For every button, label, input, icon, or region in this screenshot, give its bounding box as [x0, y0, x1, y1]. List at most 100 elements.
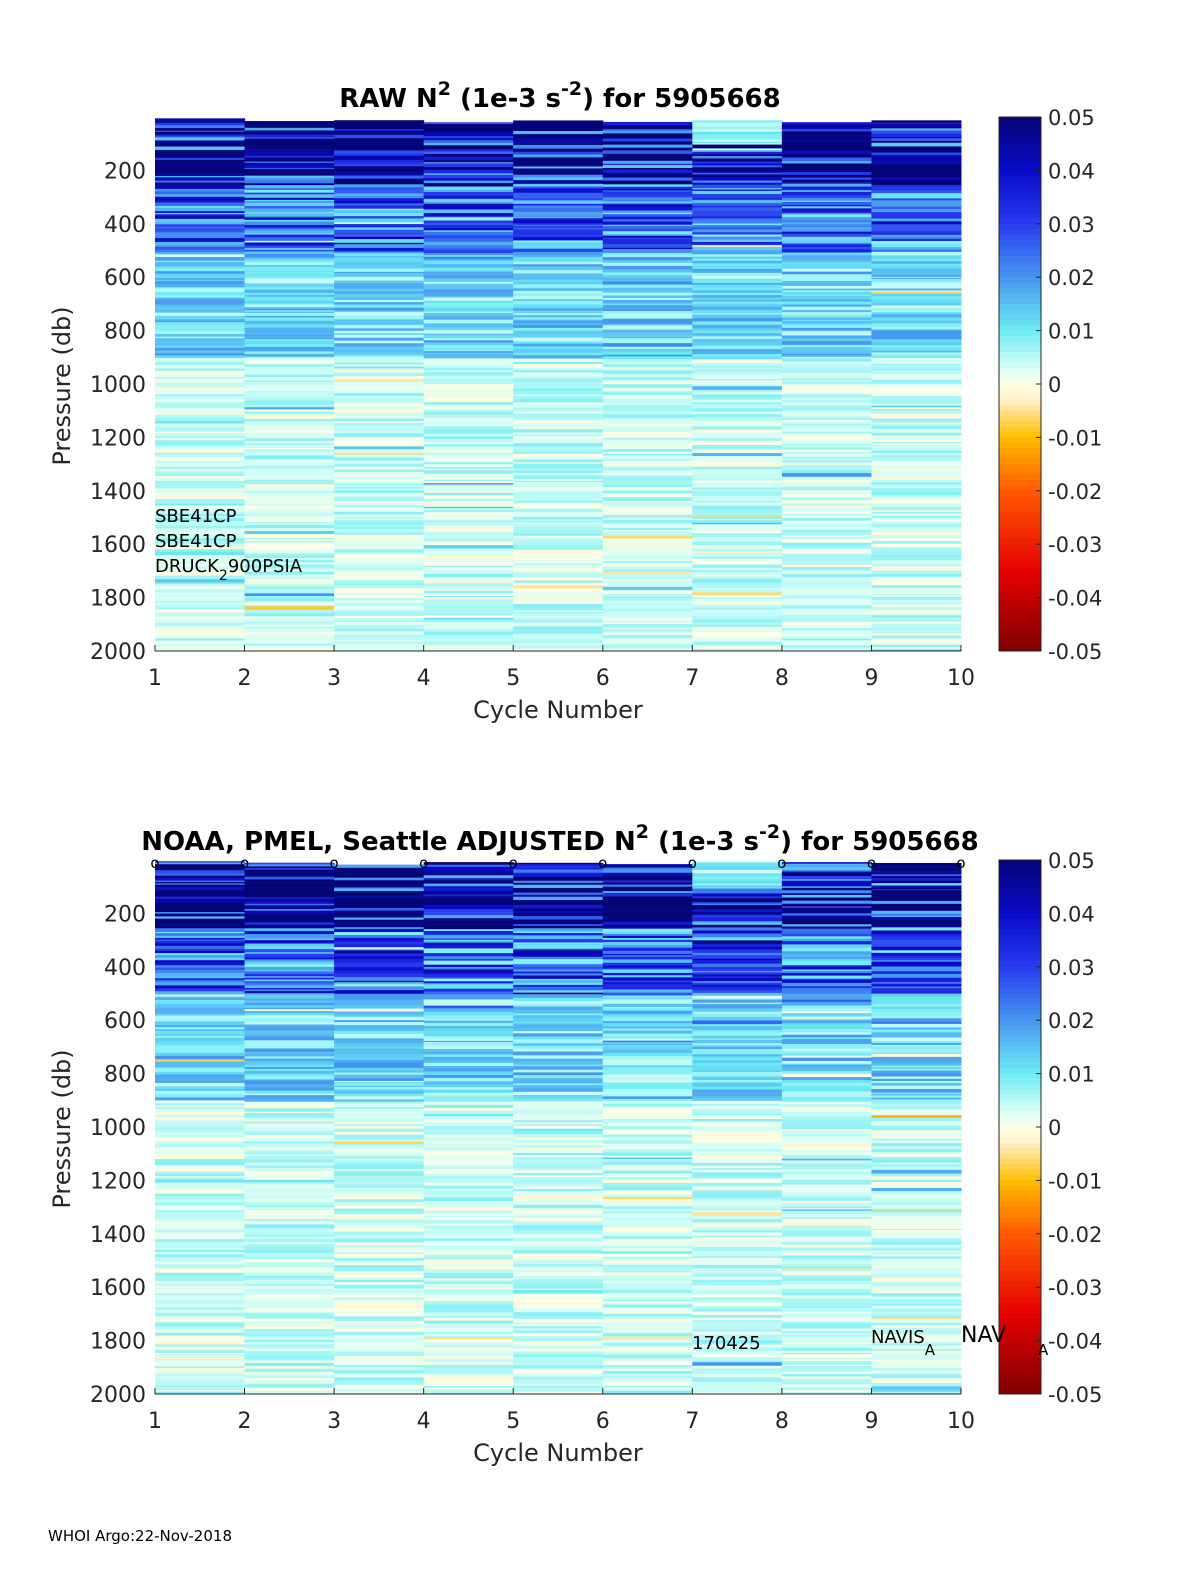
heatmap-cell [602, 641, 693, 645]
heatmap-cell [244, 1384, 335, 1389]
heatmap-cell [244, 984, 335, 986]
heatmap-cell [155, 177, 246, 179]
heatmap-cell [692, 374, 783, 379]
heatmap-cell [334, 623, 425, 626]
heatmap-cell [692, 1373, 783, 1378]
heatmap-cell [334, 293, 425, 298]
heatmap-cell [871, 1143, 962, 1147]
heatmap-cell [244, 187, 335, 191]
heatmap-cell [155, 196, 246, 200]
heatmap-cell [423, 897, 514, 902]
heatmap-cell [155, 1195, 246, 1200]
heatmap-cell [423, 638, 514, 643]
heatmap-cell [513, 208, 604, 213]
colorbar-tick-label: 0.02 [1048, 1009, 1095, 1033]
heatmap-cell [513, 1290, 604, 1294]
heatmap-cell [602, 364, 693, 368]
colorbar-segment [999, 1356, 1041, 1363]
heatmap-cell [692, 234, 783, 237]
heatmap-cell [244, 1322, 335, 1327]
heatmap-cell [155, 471, 246, 474]
heatmap-cell [423, 1059, 514, 1064]
heatmap-cell [155, 1293, 246, 1296]
heatmap-cell [781, 1225, 872, 1229]
heatmap-cell [423, 645, 514, 649]
heatmap-cell [334, 1355, 425, 1359]
heatmap-cell [602, 510, 693, 515]
heatmap-cell [602, 927, 693, 929]
heatmap-cell [602, 1101, 693, 1105]
heatmap-cell [692, 1308, 783, 1312]
heatmap-cell [513, 1045, 604, 1050]
heatmap-cell [334, 452, 425, 455]
heatmap-cell [513, 1191, 604, 1193]
heatmap-cell [602, 1166, 693, 1170]
heatmap-cell [871, 370, 962, 373]
heatmap-cell [244, 1106, 335, 1109]
heatmap-cell [692, 1068, 783, 1071]
heatmap-cell [155, 584, 246, 587]
heatmap-cell [781, 1131, 872, 1134]
heatmap-cell [692, 497, 783, 500]
heatmap-cell [781, 252, 872, 256]
heatmap-cell [244, 405, 335, 408]
heatmap-cell [781, 910, 872, 914]
heatmap-cell [692, 1080, 783, 1083]
heatmap-cell [871, 549, 962, 554]
heatmap-cell [781, 1203, 872, 1207]
heatmap-cell [334, 1388, 425, 1392]
heatmap-cell [155, 1000, 246, 1002]
heatmap-cell [871, 462, 962, 466]
heatmap-cell [423, 1210, 514, 1213]
heatmap-cell [334, 1149, 425, 1152]
heatmap-cell [244, 1174, 335, 1178]
heatmap-cell [423, 1045, 514, 1047]
heatmap-cell [871, 1147, 962, 1150]
heatmap-cell [244, 1368, 335, 1373]
heatmap-cell [334, 372, 425, 377]
heatmap-cell [692, 417, 783, 421]
heatmap-cell [513, 1028, 604, 1030]
heatmap-cell [602, 647, 693, 650]
heatmap-cell [513, 1013, 604, 1016]
heatmap-cell [602, 1014, 693, 1017]
heatmap-cell [513, 378, 604, 383]
heatmap-cell [334, 1169, 425, 1171]
heatmap-cell [423, 1357, 514, 1360]
heatmap-cell [871, 1166, 962, 1171]
heatmap-cell [513, 948, 604, 951]
colorbar-segment [999, 416, 1041, 422]
heatmap-cell [423, 589, 514, 592]
heatmap-cell [602, 931, 693, 935]
heatmap-cell [781, 386, 872, 390]
heatmap-cell [781, 164, 872, 169]
heatmap-cell [602, 265, 693, 270]
annotation-date: 170425 [692, 1333, 761, 1354]
heatmap-cell [602, 1179, 693, 1184]
colorbar-tick-label: 0 [1048, 1116, 1061, 1140]
heatmap-cell [334, 935, 425, 939]
heatmap-cell [513, 158, 604, 162]
heatmap-cell [244, 205, 335, 209]
heatmap-cell [244, 438, 335, 441]
heatmap-cell [781, 869, 872, 872]
heatmap-cell [155, 1175, 246, 1179]
heatmap-cell [781, 204, 872, 207]
heatmap-cell [244, 329, 335, 334]
heatmap-cell [155, 1109, 246, 1113]
heatmap-cell [334, 507, 425, 510]
heatmap-cell [334, 386, 425, 390]
heatmap-cell [513, 1204, 604, 1209]
heatmap-cell [334, 253, 425, 257]
heatmap-cell [334, 1373, 425, 1376]
heatmap-cell [423, 597, 514, 600]
heatmap-cell [871, 1182, 962, 1186]
heatmap-cell [871, 1114, 962, 1116]
heatmap-cell [244, 157, 335, 160]
colorbar-segment [999, 1143, 1041, 1149]
heatmap-cell [692, 263, 783, 267]
heatmap-cell [871, 1223, 962, 1226]
heatmap-cell [155, 221, 246, 225]
heatmap-cell [781, 183, 872, 186]
heatmap-cell [155, 1021, 246, 1026]
